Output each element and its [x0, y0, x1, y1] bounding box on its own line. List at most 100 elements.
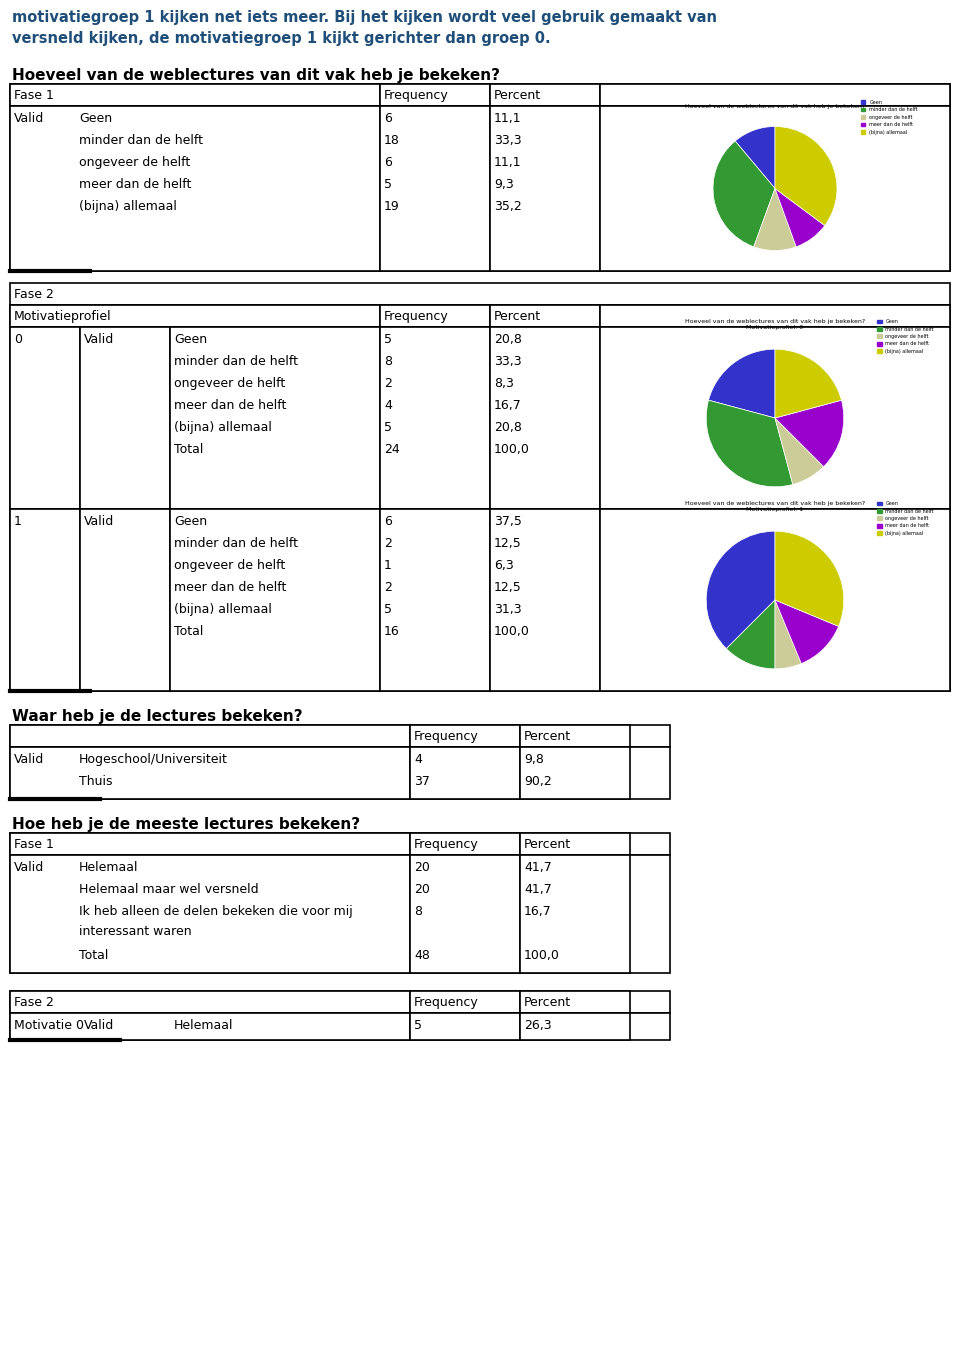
- Text: Percent: Percent: [524, 996, 571, 1008]
- Bar: [10, 305, 380, 327]
- Text: 11,1: 11,1: [494, 157, 521, 169]
- Bar: [10, 284, 950, 305]
- Text: Hoe heb je de meeste lectures bekeken?: Hoe heb je de meeste lectures bekeken?: [12, 817, 360, 832]
- Bar: [10, 855, 410, 973]
- Text: 8: 8: [414, 904, 422, 918]
- Wedge shape: [775, 531, 844, 626]
- Text: 26,3: 26,3: [524, 1019, 552, 1031]
- Text: Motivatieprofiel: Motivatieprofiel: [14, 310, 111, 323]
- Text: 41,7: 41,7: [524, 883, 552, 896]
- Text: 6: 6: [384, 157, 392, 169]
- Text: 5: 5: [384, 178, 392, 190]
- Text: Percent: Percent: [494, 310, 541, 323]
- Wedge shape: [775, 400, 844, 467]
- Text: Percent: Percent: [524, 838, 571, 850]
- Legend: Geen, minder dan de helft, ongeveer de helft, meer dan de helft, (bijna) allemaa: Geen, minder dan de helft, ongeveer de h…: [875, 500, 936, 537]
- Text: Helemaal: Helemaal: [79, 861, 138, 873]
- Text: Fase 2: Fase 2: [14, 288, 54, 301]
- Text: 9,8: 9,8: [524, 753, 544, 765]
- Bar: [10, 833, 410, 855]
- Bar: [10, 991, 410, 1012]
- Text: Percent: Percent: [494, 89, 541, 103]
- Text: ongeveer de helft: ongeveer de helft: [79, 157, 190, 169]
- Text: Thuis: Thuis: [79, 775, 112, 788]
- Wedge shape: [735, 127, 775, 189]
- Text: Frequency: Frequency: [384, 89, 448, 103]
- Bar: [10, 84, 380, 107]
- Text: (bijna) allemaal: (bijna) allemaal: [79, 200, 177, 213]
- Text: 33,3: 33,3: [494, 134, 521, 147]
- Bar: [520, 991, 630, 1012]
- Text: 2: 2: [384, 537, 392, 549]
- Text: 33,3: 33,3: [494, 355, 521, 369]
- Wedge shape: [775, 350, 842, 418]
- Wedge shape: [713, 140, 775, 247]
- Text: 16: 16: [384, 625, 399, 639]
- Text: 18: 18: [384, 134, 400, 147]
- Text: Motivatie 0: Motivatie 0: [14, 1019, 84, 1031]
- Title: Hoeveel van de weblectures van dit vak heb je bekeken?
Motivatieprofiel: 1: Hoeveel van de weblectures van dit vak h…: [684, 501, 865, 512]
- Text: minder dan de helft: minder dan de helft: [79, 134, 203, 147]
- Wedge shape: [707, 400, 793, 487]
- Text: 48: 48: [414, 949, 430, 963]
- Wedge shape: [775, 599, 839, 664]
- Text: Frequency: Frequency: [414, 838, 479, 850]
- Bar: [170, 509, 380, 691]
- Bar: [600, 107, 950, 271]
- Bar: [10, 747, 410, 799]
- Text: 100,0: 100,0: [524, 949, 560, 963]
- Text: Helemaal: Helemaal: [174, 1019, 233, 1031]
- Text: Ik heb alleen de delen bekeken die voor mij: Ik heb alleen de delen bekeken die voor …: [79, 904, 352, 918]
- Text: Fase 1: Fase 1: [14, 838, 54, 850]
- Text: 5: 5: [384, 603, 392, 616]
- Text: 5: 5: [384, 333, 392, 346]
- Text: 11,1: 11,1: [494, 112, 521, 126]
- Text: 5: 5: [414, 1019, 422, 1031]
- Text: 2: 2: [384, 580, 392, 594]
- Wedge shape: [754, 189, 796, 251]
- Bar: [10, 833, 670, 855]
- Text: ongeveer de helft: ongeveer de helft: [174, 377, 285, 390]
- Bar: [410, 725, 520, 747]
- Text: Geen: Geen: [79, 112, 112, 126]
- Bar: [10, 1012, 670, 1040]
- Text: Fase 1: Fase 1: [14, 89, 54, 103]
- Text: 100,0: 100,0: [494, 625, 530, 639]
- Bar: [520, 725, 630, 747]
- Text: 100,0: 100,0: [494, 443, 530, 456]
- Title: Hoeveel van de weblectures van dit vak heb je bekeken?: Hoeveel van de weblectures van dit vak h…: [684, 104, 865, 109]
- Text: Valid: Valid: [84, 333, 114, 346]
- Bar: [10, 305, 950, 327]
- Text: 8: 8: [384, 355, 392, 369]
- Text: 4: 4: [384, 400, 392, 412]
- Bar: [170, 327, 380, 509]
- Text: motivatiegroep 1 kijken net iets meer. Bij het kijken wordt veel gebruik gemaakt: motivatiegroep 1 kijken net iets meer. B…: [12, 9, 717, 46]
- Text: Hoeveel van de weblectures van dit vak heb je bekeken?: Hoeveel van de weblectures van dit vak h…: [12, 68, 500, 82]
- Wedge shape: [775, 599, 802, 668]
- Text: meer dan de helft: meer dan de helft: [174, 580, 286, 594]
- Wedge shape: [727, 599, 775, 668]
- Text: Valid: Valid: [14, 753, 44, 765]
- Legend: Geen, minder dan de helft, ongeveer de helft, meer dan de helft, (bijna) allemaa: Geen, minder dan de helft, ongeveer de h…: [858, 99, 920, 136]
- Bar: [10, 747, 670, 799]
- Wedge shape: [708, 350, 775, 418]
- Bar: [410, 855, 520, 973]
- Bar: [80, 327, 170, 509]
- Text: interessant waren: interessant waren: [79, 925, 192, 938]
- Text: Valid: Valid: [14, 861, 44, 873]
- Text: 5: 5: [384, 421, 392, 433]
- Text: 41,7: 41,7: [524, 861, 552, 873]
- Text: Geen: Geen: [174, 333, 207, 346]
- Bar: [380, 107, 490, 271]
- Text: Geen: Geen: [174, 514, 207, 528]
- Text: 90,2: 90,2: [524, 775, 552, 788]
- Text: meer dan de helft: meer dan de helft: [79, 178, 191, 190]
- Text: 1: 1: [14, 514, 22, 528]
- Text: 35,2: 35,2: [494, 200, 521, 213]
- Text: 19: 19: [384, 200, 399, 213]
- Text: minder dan de helft: minder dan de helft: [174, 537, 298, 549]
- Bar: [490, 327, 600, 509]
- Text: meer dan de helft: meer dan de helft: [174, 400, 286, 412]
- Wedge shape: [775, 418, 824, 485]
- Bar: [380, 327, 490, 509]
